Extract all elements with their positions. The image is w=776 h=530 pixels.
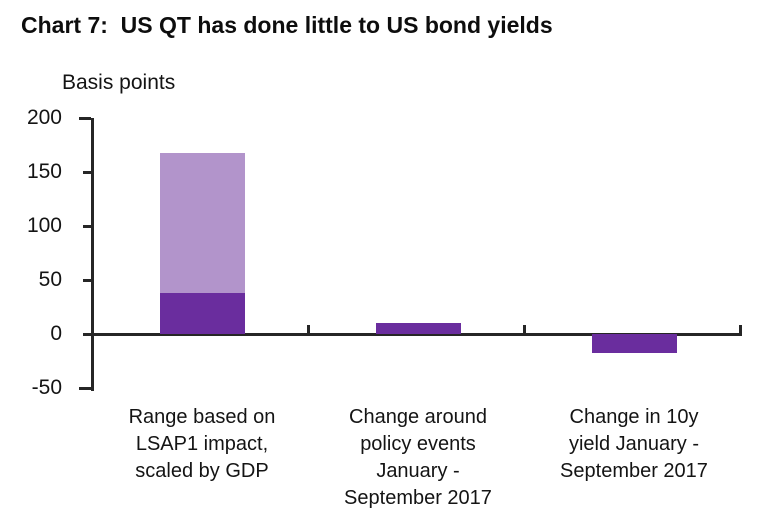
x-tick [307, 324, 310, 333]
y-tick [83, 170, 91, 174]
chart-title: Chart 7: US QT has done little to US bon… [21, 12, 553, 38]
y-tick-label: 50 [38, 268, 62, 291]
y-tick [79, 386, 91, 390]
y-tick-label: 100 [26, 214, 62, 237]
y-axis-title: Basis points [62, 71, 176, 94]
y-tick-label: 200 [26, 106, 62, 129]
x-axis-line [83, 332, 742, 336]
bar-segment-dark_purple [591, 334, 677, 354]
category-label: Change in 10y yield January - September … [560, 406, 708, 482]
category-label: Range based on LSAP1 impact, scaled by G… [128, 406, 276, 482]
x-tick [739, 324, 742, 333]
category-label: Change around policy events January - Se… [344, 406, 492, 509]
x-tick [523, 324, 526, 333]
y-tick [79, 116, 91, 120]
bar-segment-dark_purple [375, 323, 461, 334]
y-tick [83, 224, 91, 228]
y-tick-label: 0 [50, 322, 62, 345]
y-axis-line [91, 118, 94, 391]
y-tick-label: 150 [26, 160, 62, 183]
bar-segment-dark_purple [159, 292, 245, 334]
y-tick-label: -50 [31, 376, 62, 399]
y-tick [83, 278, 91, 282]
bar-segment-light_purple [159, 152, 245, 293]
